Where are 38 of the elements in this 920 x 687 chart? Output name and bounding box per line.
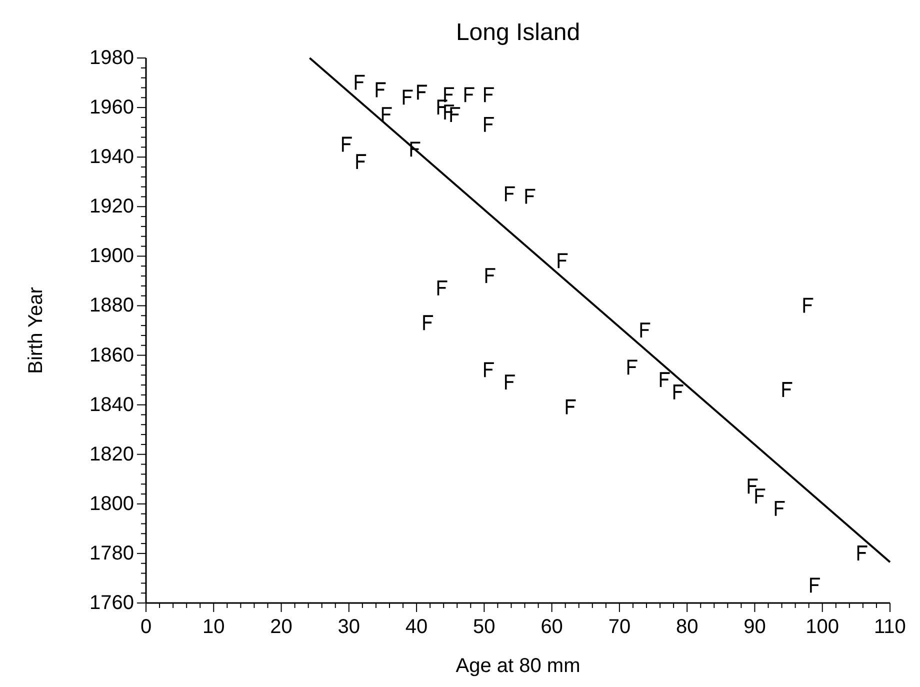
x-tick-label: 20 [270,616,292,638]
x-tick-label: 60 [540,616,563,638]
y-tick-label: 1940 [90,146,134,168]
y-tick-label: 1900 [90,245,134,268]
y-axis-title: Birth Year [25,286,47,374]
x-tick-label: 10 [202,616,225,638]
y-tick-label: 1780 [90,542,134,564]
x-tick-label: 40 [405,616,428,638]
y-tick-label: 1980 [90,47,134,69]
x-tick-label: 110 [874,616,906,638]
x-tick-label: 50 [473,616,496,638]
y-tick-label: 1920 [90,196,134,218]
point [382,107,393,123]
point [857,546,868,562]
point [748,478,759,494]
x-tick-label: 90 [744,616,766,638]
y-tick-label: 1860 [90,344,134,366]
y-tick-label: 1760 [90,592,134,614]
point [782,382,794,398]
point [504,374,516,390]
y-tick-label: 1840 [90,394,134,416]
point [437,100,448,116]
x-tick-label: 0 [140,616,152,638]
x-tick-label: 70 [608,616,631,638]
y-tick-label: 1800 [90,492,134,515]
y-tick-label: 1960 [90,96,134,119]
point [660,372,671,388]
chart-title: Long Island [456,19,580,46]
point [640,322,652,338]
point [673,384,684,400]
x-tick-label: 100 [806,616,840,638]
point [485,268,496,284]
x-axis-title: Age at 80 mm [456,655,580,677]
x-tick-label: 30 [338,616,360,638]
y-tick-label: 1820 [90,443,134,466]
point [755,488,766,504]
x-tick-label: 80 [676,616,698,638]
y-tick-label: 1880 [90,294,134,317]
